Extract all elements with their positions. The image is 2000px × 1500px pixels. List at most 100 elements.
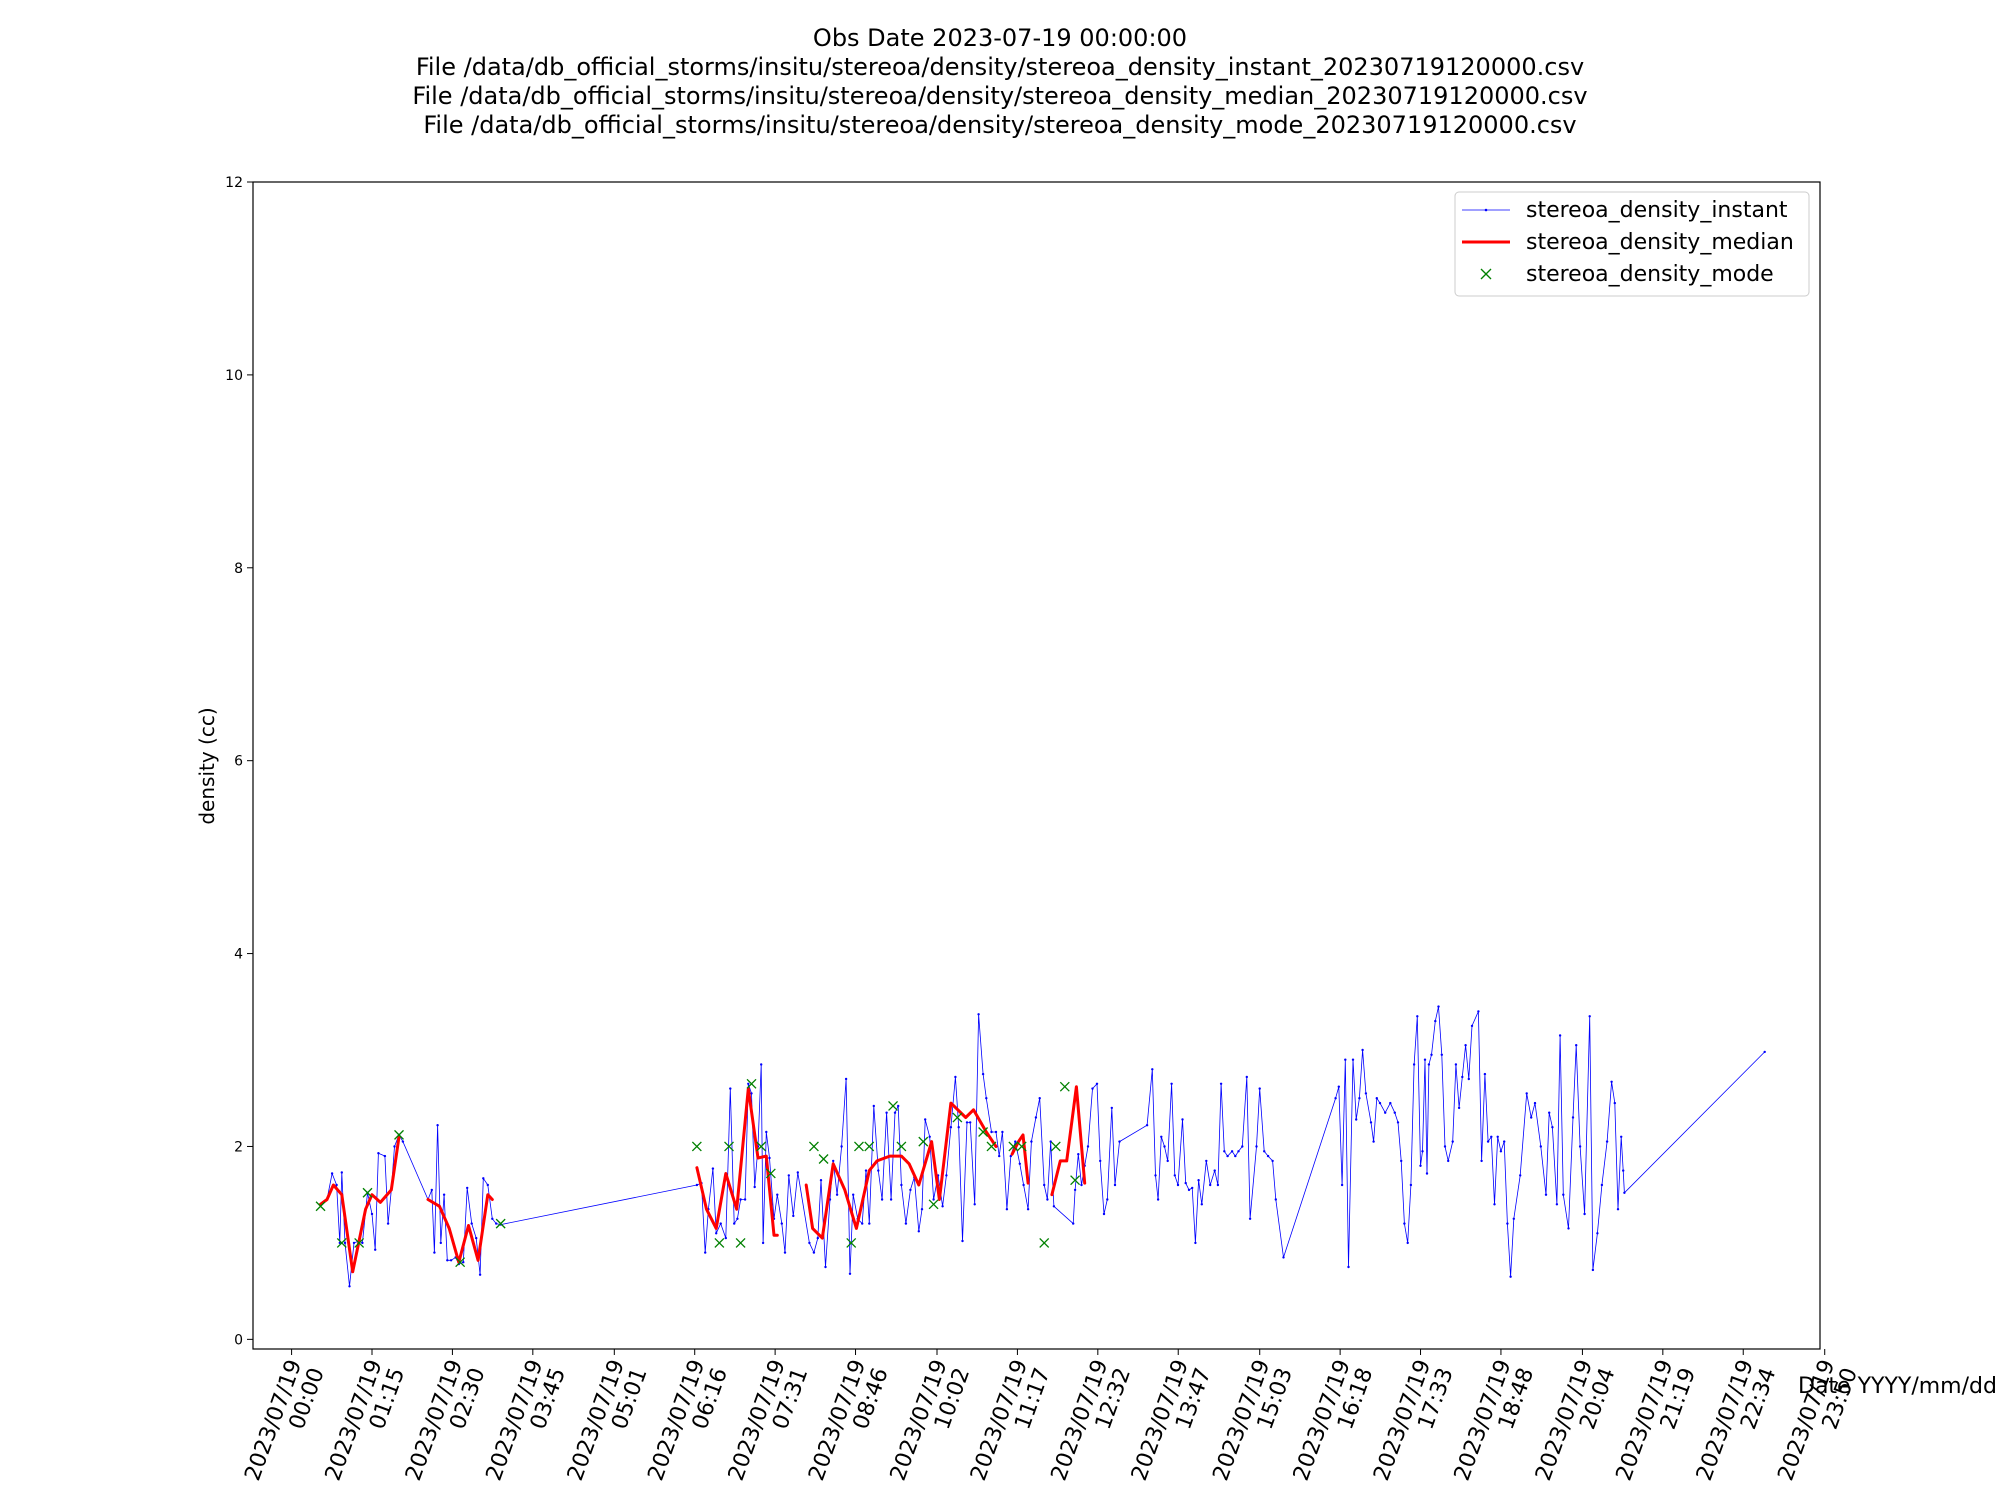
- instant-point: [374, 1248, 377, 1251]
- instant-point: [1499, 1150, 1503, 1153]
- instant-point: [724, 1236, 727, 1240]
- instant-point: [446, 1259, 449, 1262]
- instant-point: [1558, 1034, 1562, 1037]
- instant-point: [1477, 1010, 1480, 1013]
- mode-point: [1070, 1175, 1081, 1186]
- instant-point: [1486, 1140, 1490, 1143]
- instant-point: [1022, 1183, 1025, 1187]
- instant-point: [848, 1272, 852, 1276]
- instant-point: [1530, 1116, 1533, 1119]
- instant-point: [1263, 1150, 1266, 1153]
- instant-point: [957, 1126, 960, 1129]
- instant-point: [1166, 1159, 1169, 1163]
- instant-point: [1145, 1124, 1149, 1127]
- instant-point: [1461, 1075, 1464, 1079]
- mode-point: [1008, 1141, 1019, 1152]
- y-tick-label: 4: [234, 947, 243, 963]
- instant-point: [495, 1222, 498, 1225]
- y-tick-label: 10: [225, 368, 243, 384]
- mode-point: [735, 1237, 746, 1248]
- mode-point: [1016, 1141, 1027, 1152]
- title-file-median: File /data/db_official_storms/insitu/ste…: [412, 82, 1588, 110]
- instant-point: [1156, 1198, 1160, 1201]
- instant-point: [1176, 1183, 1180, 1187]
- instant-point: [868, 1222, 871, 1225]
- instant-point: [1389, 1101, 1392, 1105]
- instant-point: [808, 1241, 811, 1245]
- mode-point: [691, 1141, 702, 1152]
- legend-instant-marker: [1484, 208, 1488, 212]
- instant-point: [893, 1111, 897, 1114]
- instant-point: [1187, 1188, 1191, 1192]
- instant-point: [812, 1251, 816, 1254]
- instant-point: [1034, 1116, 1038, 1119]
- median-series-line: [1050, 1085, 1087, 1197]
- instant-point: [1551, 1126, 1554, 1129]
- instant-point: [1533, 1101, 1537, 1105]
- instant-point: [994, 1130, 998, 1134]
- instant-point: [783, 1251, 787, 1254]
- mode-point: [928, 1199, 939, 1210]
- instant-point: [1434, 1019, 1437, 1023]
- instant-point: [792, 1214, 795, 1218]
- instant-point: [1073, 1188, 1077, 1192]
- instant-point: [1467, 1077, 1471, 1081]
- instant-point: [330, 1172, 334, 1175]
- mode-point: [746, 1078, 757, 1089]
- instant-point: [1118, 1140, 1121, 1143]
- instant-point: [1416, 1015, 1419, 1018]
- x-axis: 2023/07/1900:002023/07/1901:152023/07/19…: [240, 1349, 1863, 1493]
- instant-point: [1255, 1145, 1258, 1148]
- instant-point: [753, 1185, 756, 1189]
- instant-point: [1567, 1227, 1570, 1230]
- x-tick-label: 2023/07/1913:47: [1127, 1357, 1216, 1493]
- plot-content: [315, 1005, 1766, 1288]
- instant-point: [977, 1013, 980, 1016]
- instant-point: [1548, 1111, 1551, 1114]
- instant-point: [1038, 1097, 1041, 1100]
- mode-point: [362, 1187, 373, 1198]
- y-tick-label: 6: [234, 754, 243, 770]
- x-tick-label: 2023/07/1911:17: [966, 1357, 1055, 1493]
- instant-point: [1464, 1044, 1467, 1047]
- x-tick-label: 2023/07/1900:00: [240, 1357, 329, 1493]
- instant-point: [1427, 1063, 1431, 1066]
- instant-point: [1419, 1164, 1422, 1168]
- instant-point: [1506, 1222, 1509, 1225]
- instant-point: [1364, 1092, 1368, 1095]
- y-tick-label: 2: [234, 1139, 243, 1155]
- instant-point: [377, 1152, 380, 1155]
- instant-point: [796, 1171, 799, 1174]
- instant-point: [1562, 1193, 1565, 1196]
- instant-point: [1046, 1198, 1049, 1201]
- mode-point: [455, 1257, 466, 1268]
- instant-point: [1226, 1154, 1229, 1158]
- instant-point: [343, 1241, 347, 1245]
- instant-point: [1197, 1179, 1200, 1182]
- instant-point: [920, 1208, 924, 1211]
- instant-point: [1106, 1198, 1109, 1201]
- instant-point: [1052, 1205, 1056, 1208]
- instant-point: [1406, 1241, 1409, 1245]
- instant-point: [462, 1261, 465, 1264]
- median-series-line: [695, 1087, 779, 1237]
- instant-point: [1623, 1191, 1626, 1195]
- legend-box: [1454, 191, 1810, 297]
- chart-title: Obs Date 2023-07-19 00:00:00 File /data/…: [0, 24, 2000, 140]
- instant-point: [1230, 1150, 1234, 1153]
- instant-point: [904, 1222, 908, 1225]
- instant-point: [760, 1063, 763, 1066]
- instant-point: [864, 1169, 868, 1172]
- instant-point: [1596, 1232, 1599, 1235]
- legend-instant-label: stereoa_density_instant: [1526, 198, 1788, 223]
- mode-point: [818, 1154, 829, 1164]
- mode-point: [336, 1237, 347, 1248]
- instant-point: [998, 1154, 1001, 1158]
- instant-point: [1421, 1150, 1424, 1153]
- instant-point: [1396, 1121, 1400, 1124]
- instant-point: [1347, 1265, 1350, 1269]
- instant-point: [1184, 1181, 1187, 1185]
- instant-point: [1575, 1044, 1578, 1047]
- instant-point: [1258, 1087, 1261, 1090]
